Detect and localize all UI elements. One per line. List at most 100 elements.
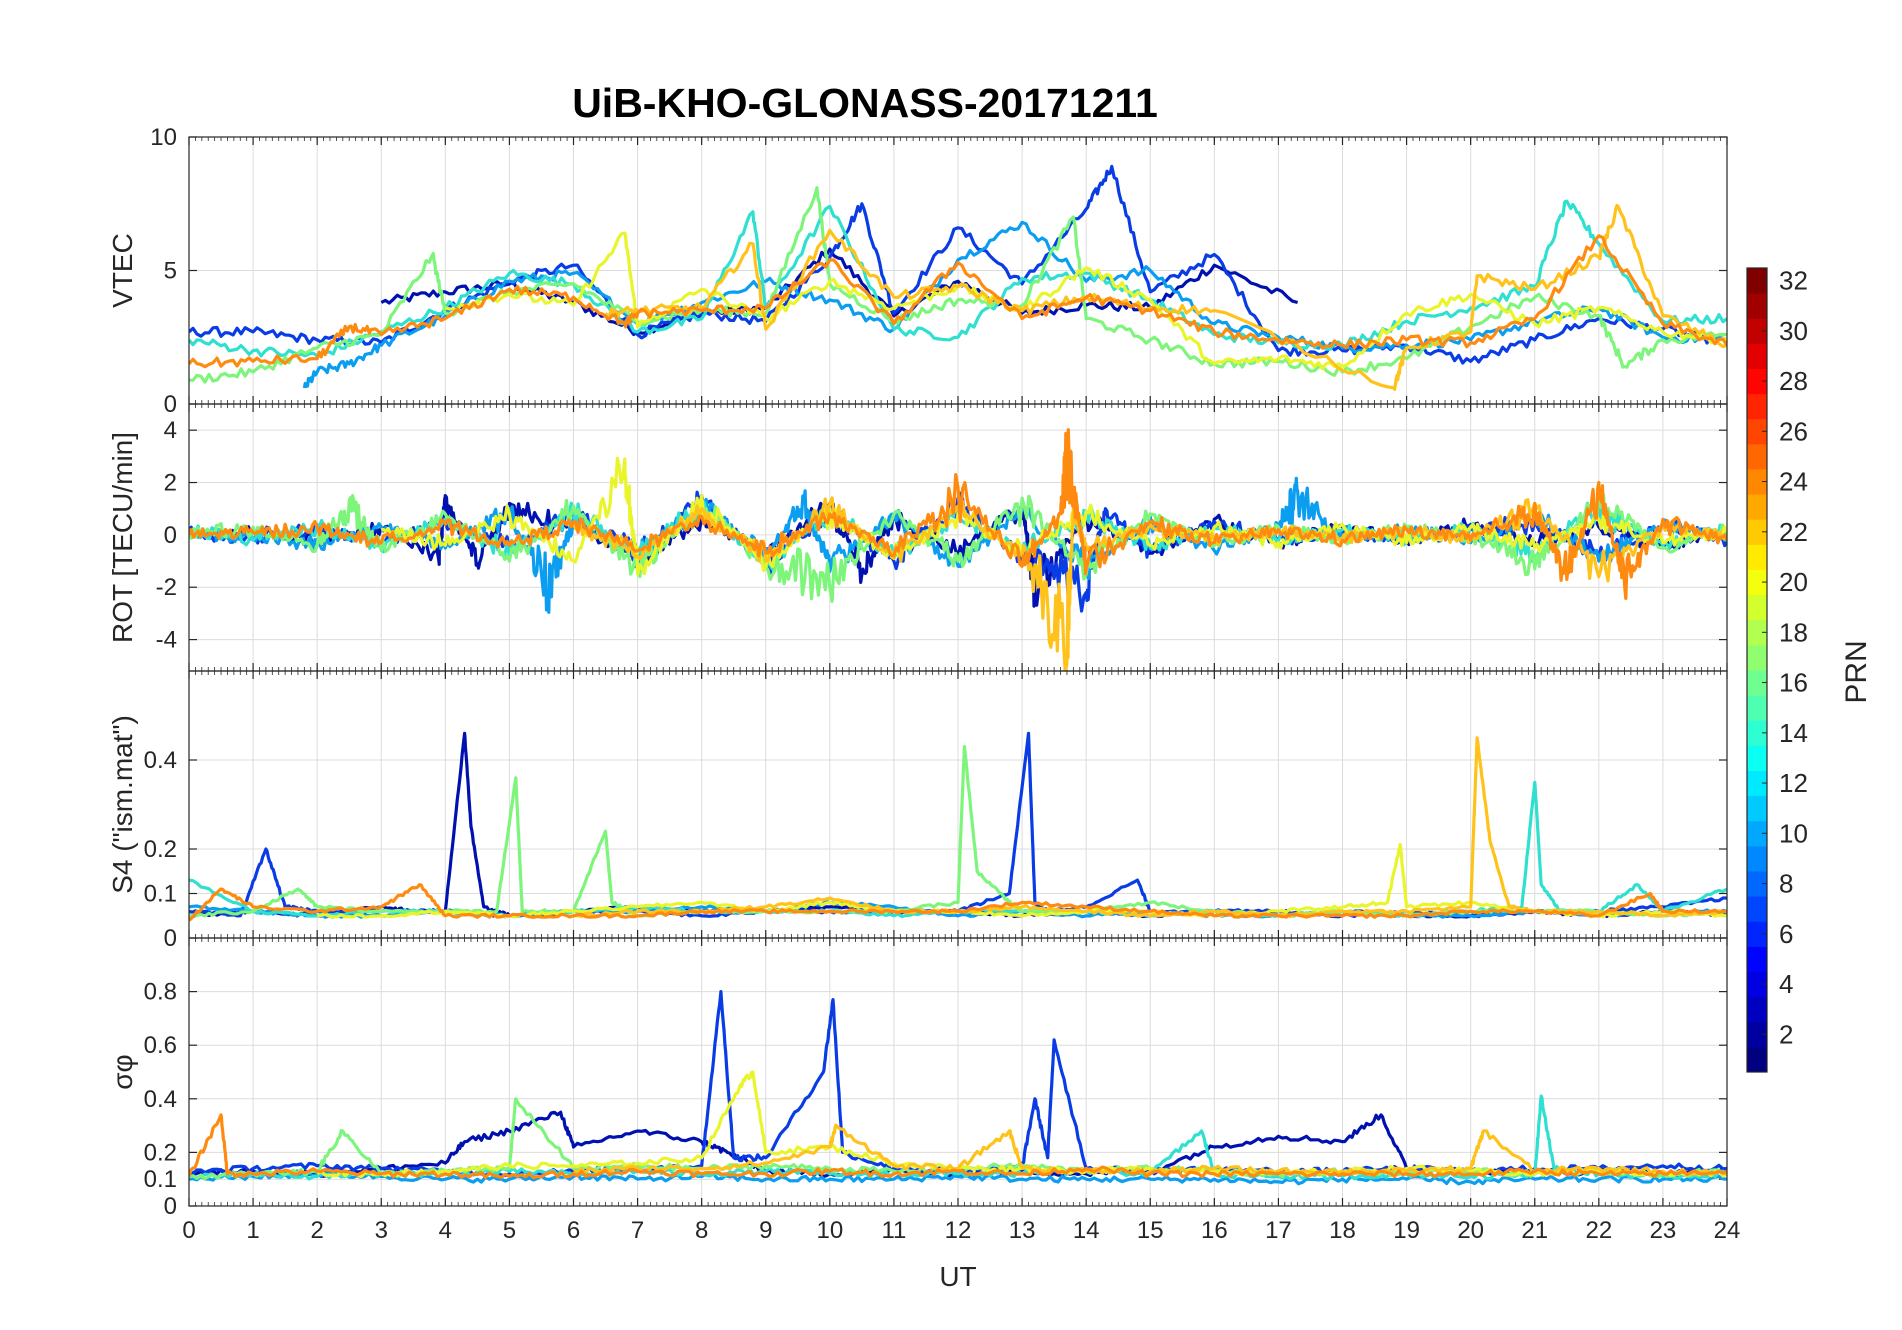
x-axis-label: UT — [939, 1261, 976, 1292]
y-tick-label: 0.1 — [144, 881, 177, 908]
colorbar-tick-label: 16 — [1779, 668, 1808, 698]
x-tick-label: 17 — [1265, 1217, 1292, 1244]
x-tick-label: 15 — [1137, 1217, 1164, 1244]
y-tick-label: 0 — [164, 391, 177, 418]
series-line-prn-16 — [189, 186, 1727, 384]
colorbar-segment — [1747, 318, 1767, 344]
x-tick-label: 19 — [1393, 1217, 1420, 1244]
colorbar-segment — [1747, 519, 1767, 545]
x-tick-label: 23 — [1650, 1217, 1677, 1244]
series-line-prn-13 — [189, 199, 1727, 358]
x-tick-label: 20 — [1457, 1217, 1484, 1244]
colorbar-segment — [1747, 770, 1767, 797]
x-tick-label: 24 — [1714, 1217, 1741, 1244]
x-tick-label: 0 — [182, 1217, 195, 1244]
colorbar-tick-label: 18 — [1779, 617, 1808, 647]
y-tick-label: 0 — [164, 1193, 177, 1220]
colorbar-segment — [1747, 670, 1767, 696]
x-tick-label: 12 — [945, 1217, 972, 1244]
colorbar-tick-label: 22 — [1779, 517, 1808, 547]
y-tick-label: 4 — [164, 417, 177, 444]
colorbar-segment — [1747, 745, 1767, 771]
colorbar-tick-label: 20 — [1779, 567, 1808, 597]
series-group — [189, 428, 1727, 671]
y-axis-label: ROT [TECU/min] — [107, 432, 138, 643]
x-tick-label: 14 — [1073, 1217, 1100, 1244]
x-tick-label: 9 — [759, 1217, 772, 1244]
colorbar-segment — [1747, 820, 1767, 847]
colorbar-tick-label: 24 — [1779, 467, 1808, 497]
y-tick-label: 10 — [150, 124, 177, 151]
colorbar-segment — [1747, 268, 1767, 294]
colorbar-segment — [1747, 720, 1767, 746]
colorbar-segment — [1747, 293, 1767, 319]
colorbar-segment — [1747, 896, 1767, 922]
colorbar-segment — [1747, 971, 1767, 998]
colorbar-segment — [1747, 619, 1767, 646]
colorbar-label: PRN — [1840, 640, 1873, 703]
x-tick-label: 3 — [375, 1217, 388, 1244]
panel-sigma_phi: 00.10.2 0.4 0.6 0.8 σφ — [107, 937, 1728, 1220]
x-tick-label: 21 — [1521, 1217, 1548, 1244]
colorbar-segment — [1747, 368, 1767, 395]
colorbar-segment — [1747, 845, 1767, 872]
colorbar-tick-label: 26 — [1779, 416, 1808, 446]
colorbar-segment — [1747, 418, 1767, 445]
colorbar-segment — [1747, 393, 1767, 420]
y-tick-label: 2 — [164, 470, 177, 497]
series-group — [189, 731, 1727, 922]
y-tick-label: 0.4 — [144, 747, 177, 774]
series-group — [189, 990, 1727, 1186]
series-line-prn-24 — [189, 883, 1727, 922]
series-line-prn-24 — [189, 1113, 1727, 1180]
colorbar-tick-label: 6 — [1779, 919, 1793, 949]
colorbar-tick-label: 30 — [1779, 316, 1808, 346]
colorbar-tick-label: 32 — [1779, 266, 1808, 296]
x-tick-label: 18 — [1329, 1217, 1356, 1244]
y-axis-label: σφ — [107, 1054, 138, 1089]
colorbar-segment — [1747, 871, 1767, 897]
colorbar-segment — [1747, 921, 1767, 947]
y-tick-label: 0.8 — [144, 979, 177, 1006]
series-line-prn-24 — [189, 234, 1727, 369]
y-tick-label: 0.4 — [144, 1086, 177, 1113]
x-tick-label: 10 — [816, 1217, 843, 1244]
y-tick-label: 0.6 — [144, 1032, 177, 1059]
colorbar-tick-label: 2 — [1779, 1019, 1793, 1049]
y-tick-label: 0 — [164, 925, 177, 952]
colorbar-segment — [1747, 1021, 1767, 1048]
series-line-prn-10 — [189, 1170, 1727, 1186]
colorbar-segment — [1747, 443, 1767, 470]
chart-title: UiB-KHO-GLONASS-20171211 — [572, 80, 1158, 126]
colorbar-tick-label: 10 — [1779, 818, 1808, 848]
x-tick-label: 7 — [631, 1217, 644, 1244]
panel-frame — [188, 937, 1728, 1207]
panel-rot: -4 -2 0 2 4 ROT [TECU/min] — [107, 403, 1728, 672]
x-tick-label: 8 — [695, 1217, 708, 1244]
panel-s4: 0 0.1 0.2 0.4S4 ("ism.mat") — [107, 670, 1728, 952]
colorbar-segment — [1747, 946, 1767, 972]
x-tick-label: 6 — [567, 1217, 580, 1244]
x-tick-label: 11 — [881, 1217, 906, 1244]
colorbar-segment — [1747, 469, 1767, 495]
colorbar-tick-label: 14 — [1779, 718, 1808, 748]
colorbar-segment — [1747, 1046, 1767, 1073]
colorbar-segment — [1747, 544, 1767, 570]
colorbar-segment — [1747, 594, 1767, 621]
series-line-prn-21 — [604, 203, 1727, 391]
y-tick-label: 0.2 — [144, 836, 177, 863]
colorbar-tick-label: 12 — [1779, 768, 1808, 798]
series-line-prn-24 — [189, 428, 1727, 600]
colorbar-tick-label: 28 — [1779, 366, 1808, 396]
panel-vtec: 0 5 10 VTEC — [107, 124, 1728, 418]
colorbar-segment — [1747, 695, 1767, 721]
colorbar-segment — [1747, 996, 1767, 1023]
series-line-prn-10 — [302, 220, 1727, 389]
x-tick-label: 16 — [1201, 1217, 1228, 1244]
x-tick-label: 5 — [503, 1217, 516, 1244]
colorbar-frame — [1746, 267, 1768, 1073]
y-tick-label: 5 — [164, 258, 177, 285]
